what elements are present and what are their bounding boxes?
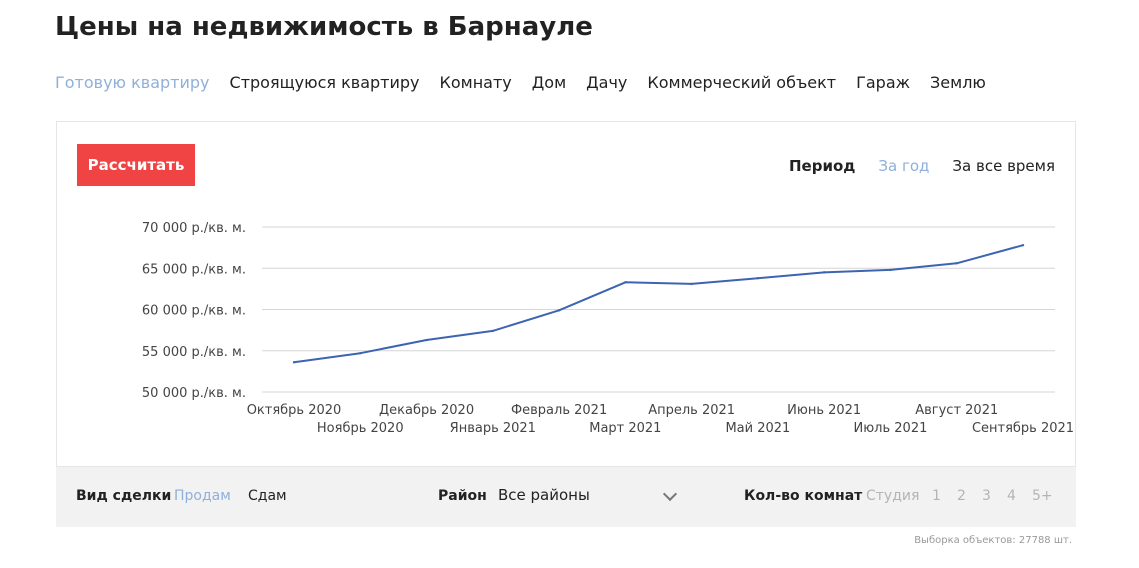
property-type-tabs: Готовую квартиру Строящуюся квартиру Ком… [55, 73, 1006, 92]
page-title: Цены на недвижимость в Барнауле [55, 12, 593, 42]
data-point[interactable] [889, 268, 892, 272]
x-tick-label: Март 2021 [589, 421, 661, 436]
tab-room[interactable]: Комнату [439, 73, 512, 92]
filter-bar: Вид сделки Продам Сдам Район Все районы … [56, 467, 1076, 527]
tab-house[interactable]: Дом [531, 73, 567, 92]
tab-land[interactable]: Землю [930, 73, 986, 92]
chart-grid [262, 226, 1055, 393]
calculate-button[interactable]: Рассчитать [77, 144, 195, 186]
tab-garage[interactable]: Гараж [856, 73, 911, 92]
rooms-option-studio[interactable]: Студия [866, 488, 920, 504]
x-tick-label: Май 2021 [725, 421, 790, 436]
y-tick-label: 50 000 р./кв. м. [142, 386, 246, 401]
data-point[interactable] [756, 276, 760, 280]
x-tick-label: Февраль 2021 [511, 403, 607, 418]
period-option-all-time[interactable]: За все время [952, 157, 1055, 175]
rooms-option-4[interactable]: 4 [1007, 488, 1016, 504]
rooms-option-5plus[interactable]: 5+ [1032, 488, 1053, 504]
x-tick-label: Апрель 2021 [648, 403, 735, 418]
x-tick-label: Октябрь 2020 [247, 403, 342, 418]
y-axis-labels: 50 000 р./кв. м. 55 000 р./кв. м. 60 000 р… [142, 221, 246, 401]
y-tick-label: 60 000 р./кв. м. [142, 304, 246, 319]
data-point[interactable] [557, 309, 561, 312]
y-tick-label: 55 000 р./кв. м. [142, 345, 246, 360]
data-point[interactable] [822, 271, 826, 274]
period-selector: Период За год За все время [789, 157, 1055, 175]
rooms-label: Кол-во комнат [744, 488, 863, 504]
deal-type-sell[interactable]: Продам [174, 488, 231, 504]
x-tick-label: Сентябрь 2021 [972, 421, 1074, 436]
data-point[interactable] [359, 352, 362, 355]
x-tick-label: Декабрь 2020 [379, 403, 474, 418]
data-point[interactable] [624, 281, 627, 284]
chart-series [292, 243, 1025, 364]
rooms-option-2[interactable]: 2 [957, 488, 966, 504]
period-label: Период [788, 157, 856, 175]
data-point[interactable] [1021, 243, 1025, 247]
y-tick-label: 65 000 р./кв. м. [142, 262, 246, 277]
chart-panel: Рассчитать Период За год За все время 50… [56, 121, 1076, 467]
x-tick-label: Июль 2021 [854, 421, 928, 436]
tab-new-building[interactable]: Строящуюся квартиру [229, 73, 420, 92]
sample-count: Выборка объектов: 27788 шт. [914, 535, 1072, 546]
district-select[interactable]: Все районы [498, 486, 680, 508]
tab-commercial[interactable]: Коммерческий объект [647, 73, 837, 92]
deal-type-rent[interactable]: Сдам [248, 488, 287, 504]
series-line [293, 244, 1024, 364]
tab-ready-apartment[interactable]: Готовую квартиру [55, 73, 210, 92]
data-point[interactable] [690, 282, 693, 286]
district-label: Район [438, 488, 487, 504]
district-value: Все районы [498, 486, 590, 504]
data-point[interactable] [425, 338, 428, 342]
x-tick-label: Июнь 2021 [787, 403, 861, 418]
data-point[interactable] [292, 361, 296, 364]
x-tick-label: Январь 2021 [450, 421, 536, 436]
data-point[interactable] [955, 262, 958, 265]
deal-type-label: Вид сделки [76, 488, 172, 504]
rooms-option-1[interactable]: 1 [932, 488, 941, 504]
period-option-year[interactable]: За год [878, 157, 930, 175]
y-tick-label: 70 000 р./кв. м. [142, 221, 246, 236]
x-tick-label: Август 2021 [915, 403, 998, 418]
x-tick-label: Ноябрь 2020 [317, 421, 404, 436]
data-point[interactable] [491, 329, 495, 333]
rooms-option-3[interactable]: 3 [982, 488, 991, 504]
tab-dacha[interactable]: Дачу [586, 73, 628, 92]
price-line-chart: 50 000 р./кв. м. 55 000 р./кв. м. 60 000 р… [142, 221, 1074, 436]
x-axis-labels: Октябрь 2020 Ноябрь 2020 Декабрь 2020 Январ… [247, 403, 1074, 436]
